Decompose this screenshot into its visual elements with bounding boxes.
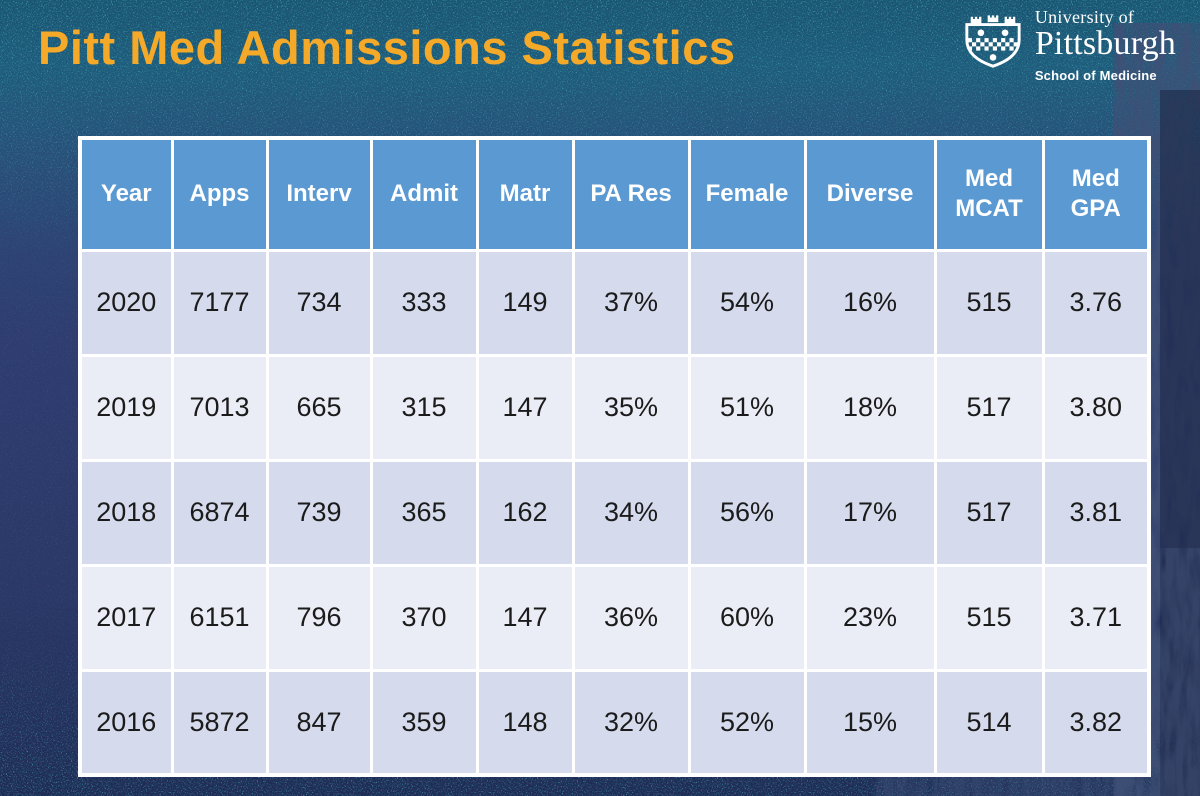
table-cell: 3.81 xyxy=(1041,458,1151,567)
table-cell: 34% xyxy=(571,458,691,567)
table-cell: 51% xyxy=(687,353,807,462)
table-cell: 365 xyxy=(369,458,479,567)
table-cell: 6874 xyxy=(170,458,269,567)
table-cell: 149 xyxy=(475,248,575,357)
table-cell: 3.71 xyxy=(1041,563,1151,672)
table-cell: 796 xyxy=(265,563,373,672)
column-header-admit: Admit xyxy=(369,136,479,252)
table-cell: 370 xyxy=(369,563,479,672)
table-cell: 2018 xyxy=(78,458,174,567)
table-cell: 60% xyxy=(687,563,807,672)
column-header-med-gpa: Med GPA xyxy=(1041,136,1151,252)
table-cell: 162 xyxy=(475,458,575,567)
table-cell: 6151 xyxy=(170,563,269,672)
table-cell: 734 xyxy=(265,248,373,357)
admissions-table: Year Apps Interv Admit Matr PA Res Femal… xyxy=(78,136,1151,777)
table-cell: 514 xyxy=(933,668,1045,777)
table-header-row: Year Apps Interv Admit Matr PA Res Femal… xyxy=(78,136,1151,252)
table-cell: 517 xyxy=(933,353,1045,462)
table-cell: 23% xyxy=(803,563,937,672)
table-cell: 15% xyxy=(803,668,937,777)
column-header-pa-res: PA Res xyxy=(571,136,691,252)
table-cell: 36% xyxy=(571,563,691,672)
table-cell: 35% xyxy=(571,353,691,462)
pitt-shield-icon xyxy=(965,15,1021,68)
table-cell: 52% xyxy=(687,668,807,777)
table-cell: 7177 xyxy=(170,248,269,357)
table-cell: 2016 xyxy=(78,668,174,777)
column-header-apps: Apps xyxy=(170,136,269,252)
table-row-2019: 2019 7013 665 315 147 35% 51% 18% 517 3.… xyxy=(78,353,1151,462)
table-cell: 37% xyxy=(571,248,691,357)
table-cell: 2017 xyxy=(78,563,174,672)
table-cell: 32% xyxy=(571,668,691,777)
table-cell: 3.76 xyxy=(1041,248,1151,357)
logo-university-of: University of xyxy=(1034,7,1135,27)
table-cell: 359 xyxy=(369,668,479,777)
table-cell: 2019 xyxy=(78,353,174,462)
table-row-2016: 2016 5872 847 359 148 32% 52% 15% 514 3.… xyxy=(78,668,1151,777)
table-cell: 739 xyxy=(265,458,373,567)
logo-pittsburgh: Pittsburgh xyxy=(1034,24,1176,62)
table-cell: 7013 xyxy=(170,353,269,462)
column-header-matr: Matr xyxy=(475,136,575,252)
table-cell: 2020 xyxy=(78,248,174,357)
table-cell: 515 xyxy=(933,248,1045,357)
table-row-2018: 2018 6874 739 365 162 34% 56% 17% 517 3.… xyxy=(78,458,1151,567)
table-cell: 147 xyxy=(475,563,575,672)
table-cell: 18% xyxy=(803,353,937,462)
table-cell: 517 xyxy=(933,458,1045,567)
column-header-med-mcat: Med MCAT xyxy=(933,136,1045,252)
table-row-2020: 2020 7177 734 333 149 37% 54% 16% 515 3.… xyxy=(78,248,1151,357)
logo-wordmark: University of Pittsburgh School of Medic… xyxy=(1035,8,1176,83)
pitt-logo: University of Pittsburgh School of Medic… xyxy=(962,8,1176,83)
table-cell: 56% xyxy=(687,458,807,567)
table-cell: 3.82 xyxy=(1041,668,1151,777)
table-cell: 148 xyxy=(475,668,575,777)
column-header-female: Female xyxy=(687,136,807,252)
table-cell: 665 xyxy=(265,353,373,462)
column-header-diverse: Diverse xyxy=(803,136,937,252)
table-cell: 847 xyxy=(265,668,373,777)
column-header-interv: Interv xyxy=(265,136,373,252)
table-cell: 54% xyxy=(687,248,807,357)
column-header-year: Year xyxy=(78,136,174,252)
table-row-2017: 2017 6151 796 370 147 36% 60% 23% 515 3.… xyxy=(78,563,1151,672)
logo-school-of-medicine: School of Medicine xyxy=(1034,67,1157,83)
table-cell: 147 xyxy=(475,353,575,462)
table-cell: 16% xyxy=(803,248,937,357)
table-cell: 315 xyxy=(369,353,479,462)
table-cell: 5872 xyxy=(170,668,269,777)
slide-title: Pitt Med Admissions Statistics xyxy=(38,21,736,74)
table-cell: 515 xyxy=(933,563,1045,672)
table-cell: 333 xyxy=(369,248,479,357)
table-cell: 17% xyxy=(803,458,937,567)
table-cell: 3.80 xyxy=(1041,353,1151,462)
